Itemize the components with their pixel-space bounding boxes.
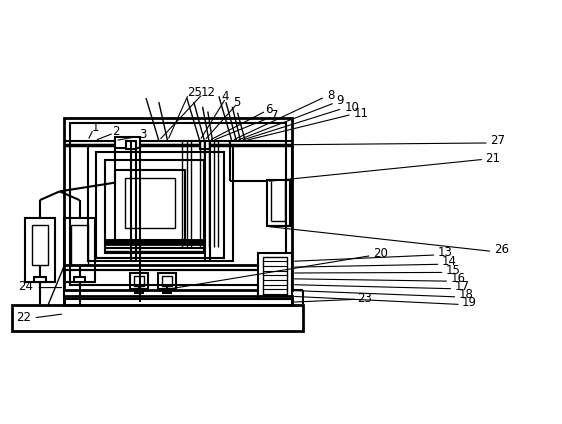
Bar	[258, 253, 292, 299]
Bar	[65, 296, 292, 305]
Text: 26: 26	[494, 243, 509, 256]
Text: 13: 13	[438, 246, 452, 259]
Bar	[96, 152, 224, 258]
Bar	[65, 270, 292, 299]
Bar	[125, 141, 136, 149]
Text: 22: 22	[16, 311, 31, 324]
Text: 27: 27	[490, 134, 505, 147]
Text: 6: 6	[265, 103, 273, 116]
Text: 5: 5	[233, 96, 241, 109]
Bar	[130, 273, 148, 289]
Bar	[74, 277, 85, 282]
Bar	[31, 225, 48, 265]
Text: 12: 12	[201, 86, 216, 99]
Text: 14: 14	[442, 255, 457, 268]
Text: 10: 10	[345, 101, 359, 114]
Bar	[65, 218, 94, 282]
Text: 1: 1	[92, 121, 99, 134]
Bar	[34, 277, 46, 282]
Bar	[88, 145, 233, 261]
Bar	[105, 160, 205, 253]
Bar	[162, 276, 171, 287]
Bar	[12, 305, 303, 331]
Bar	[115, 137, 139, 148]
Bar	[134, 276, 144, 287]
Text: 21: 21	[486, 152, 500, 165]
Text: 18: 18	[459, 288, 473, 301]
Text: 17: 17	[455, 280, 469, 293]
Text: 7: 7	[271, 109, 278, 122]
Text: 4: 4	[222, 90, 229, 103]
Bar	[158, 273, 176, 289]
Bar	[70, 123, 286, 285]
Bar	[262, 257, 287, 295]
Bar	[267, 180, 290, 226]
Text: 9: 9	[337, 95, 344, 107]
Text: 2: 2	[112, 125, 120, 138]
Bar	[125, 178, 175, 228]
Text: 24: 24	[18, 280, 33, 293]
Text: 16: 16	[450, 272, 465, 285]
Bar	[200, 141, 210, 149]
Text: 23: 23	[357, 292, 372, 304]
Bar	[25, 218, 55, 282]
Bar	[65, 118, 292, 290]
Text: 25: 25	[187, 86, 202, 99]
Text: 11: 11	[353, 107, 369, 120]
Text: 3: 3	[139, 128, 147, 141]
Bar	[115, 170, 185, 240]
Text: 8: 8	[327, 89, 334, 102]
Text: 20: 20	[373, 247, 388, 260]
Bar	[71, 225, 88, 265]
Text: 15: 15	[446, 264, 461, 276]
Text: 19: 19	[462, 296, 477, 309]
